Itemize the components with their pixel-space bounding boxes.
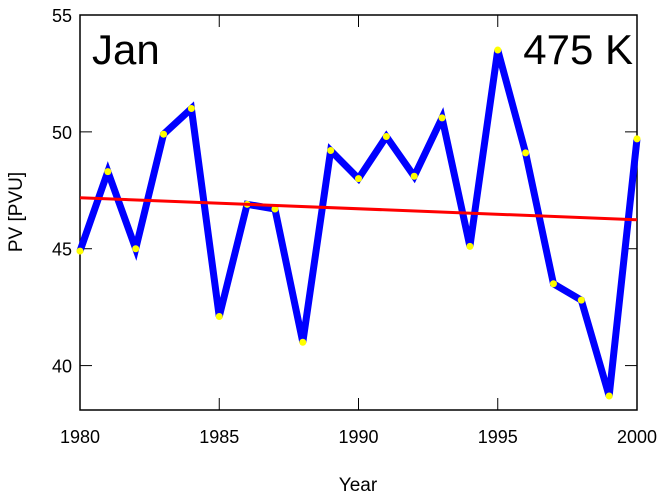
x-tick-label: 1980: [60, 427, 100, 447]
data-point: [605, 392, 613, 400]
plot-frame: [79, 14, 638, 411]
data-point: [355, 175, 362, 183]
data-point: [104, 168, 112, 176]
x-tick-label: 1985: [199, 427, 239, 447]
data-point: [494, 46, 502, 54]
trend-line: [79, 196, 638, 222]
data-point: [299, 338, 307, 346]
data-point: [633, 135, 641, 143]
data-point: [187, 104, 195, 112]
x-tick-label: 1995: [478, 427, 518, 447]
data-point: [160, 130, 168, 138]
data-point: [522, 149, 530, 157]
data-point: [382, 133, 390, 141]
y-axis-label: PV [PVU]: [6, 172, 27, 252]
data-point: [410, 172, 418, 180]
data-point: [132, 245, 140, 253]
data-point: [327, 147, 335, 155]
x-tick-label: 1990: [338, 427, 378, 447]
data-point: [466, 242, 474, 250]
month-label: Jan: [92, 26, 160, 73]
x-tick-label: 2000: [617, 427, 657, 447]
data-point: [271, 205, 279, 213]
data-point: [76, 247, 84, 255]
data-point: [215, 313, 223, 321]
x-axis-label: Year: [339, 475, 378, 496]
y-tick-label: 55: [52, 6, 72, 26]
level-label: 475 K: [523, 26, 633, 73]
y-tick-label: 40: [52, 357, 72, 377]
data-point: [549, 280, 557, 288]
data-point: [438, 114, 446, 122]
data-line: [76, 49, 641, 397]
y-tick-label: 45: [52, 240, 72, 260]
y-tick-label: 50: [52, 123, 72, 143]
data-point: [577, 296, 585, 304]
